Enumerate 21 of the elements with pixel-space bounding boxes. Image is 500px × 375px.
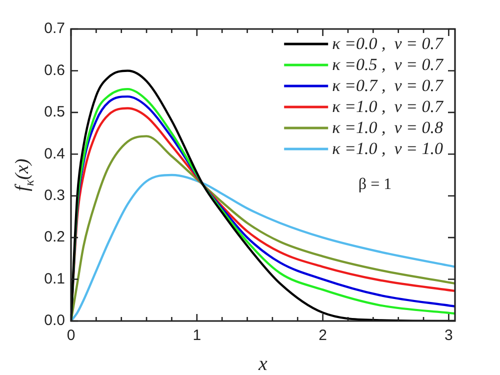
x-axis-title: x: [258, 353, 268, 375]
legend-label: κ =0.0 , ν = 0.7: [332, 34, 444, 53]
y-axis-title: fκ(x): [12, 158, 37, 192]
x-tick-label: 3: [444, 327, 453, 344]
y-tick-label: 0.0: [44, 312, 65, 330]
y-tick-label: 0.5: [44, 104, 65, 121]
legend-label: κ =1.0 , ν = 1.0: [332, 139, 444, 158]
y-tick-label: 0.1: [44, 270, 65, 288]
x-tick-label: 0: [66, 327, 76, 344]
legend-label: κ =1.0 , ν = 0.8: [332, 118, 444, 137]
y-tick-label: 0.2: [44, 228, 65, 246]
y-tick-label: 0.6: [44, 62, 65, 79]
legend-label: κ =1.0 , ν = 0.7: [332, 97, 444, 116]
x-tick-label: 1: [192, 327, 202, 344]
x-tick-label: 2: [318, 327, 327, 344]
annotation: β = 1: [358, 176, 392, 193]
y-tick-label: 0.4: [44, 145, 65, 162]
legend-label: κ =0.5 , ν = 0.7: [332, 55, 444, 74]
y-tick-label: 0.7: [44, 20, 65, 38]
y-tick-label: 0.3: [44, 187, 65, 204]
legend-label: κ =0.7 , ν = 0.7: [332, 76, 444, 95]
